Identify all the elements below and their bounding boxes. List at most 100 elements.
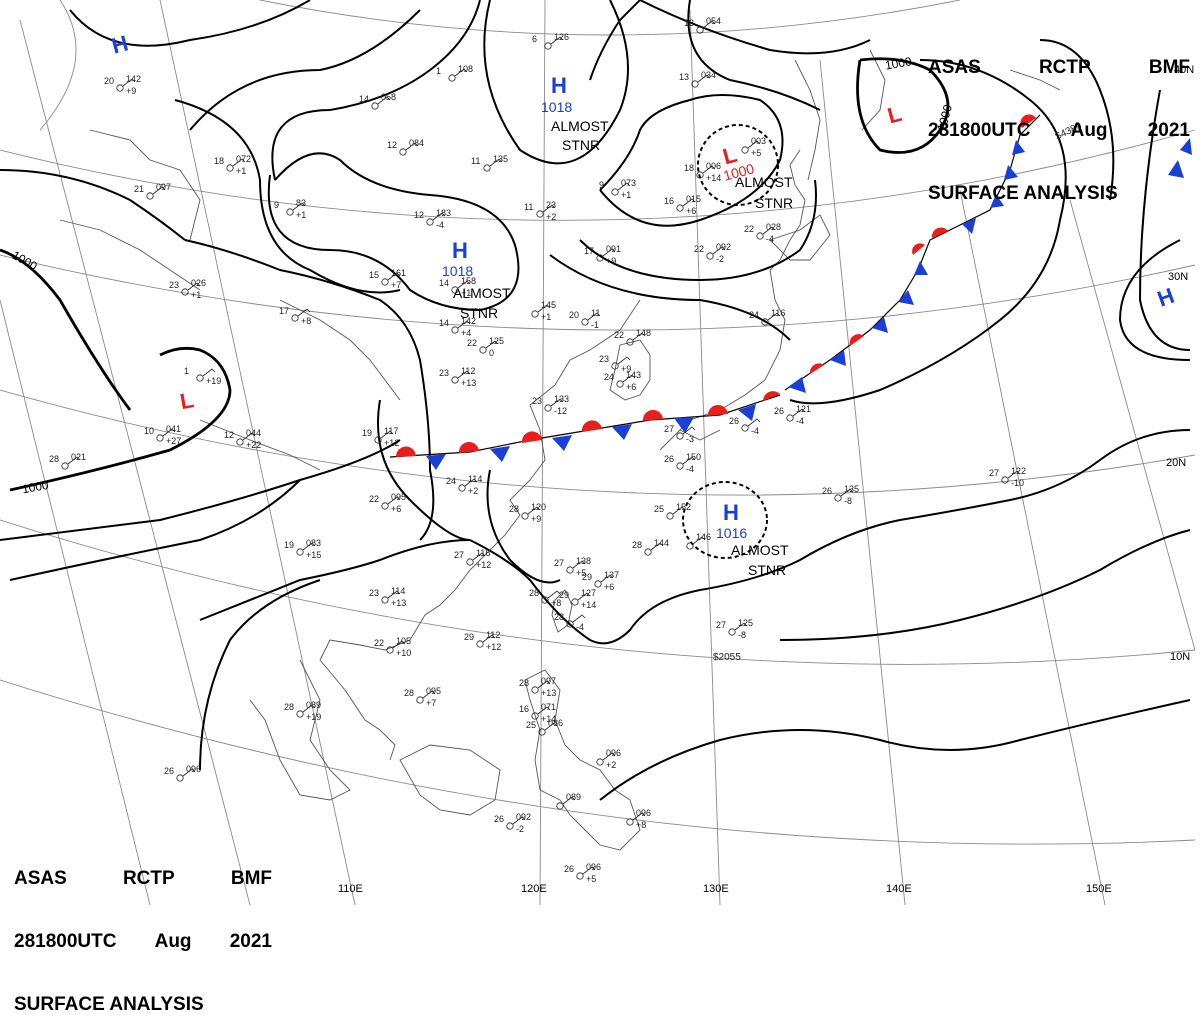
cold-front-triangle — [830, 350, 846, 366]
station-temperature: 20 — [104, 76, 114, 86]
isobar-18 — [9, 479, 301, 581]
station-temperature: 28 — [554, 612, 564, 622]
station-plot: 003+5 — [741, 136, 766, 158]
station-circle — [116, 84, 124, 92]
wind-barb — [302, 704, 316, 713]
station-circle — [371, 102, 379, 110]
isobar-label: 1000 — [935, 103, 956, 133]
station-temperature: 28 — [632, 540, 642, 550]
weather-map: H H 1018 ALMOST STNR H 1018 ALMOST STNR … — [0, 0, 1196, 906]
isobar-16 — [1138, 89, 1191, 351]
station-tendency: +7 — [426, 698, 436, 708]
station-pressure: 143 — [626, 370, 641, 380]
wind-barb — [472, 552, 486, 561]
wind-barb — [544, 722, 558, 731]
station-pressure: 11 — [591, 308, 600, 318]
station-circle — [566, 620, 574, 628]
station-plot: 23 133 -12 — [532, 394, 569, 416]
header-code-1: ASAS — [14, 868, 67, 889]
wind-barb — [482, 634, 496, 643]
station-pressure: 150 — [686, 452, 701, 462]
wind-barb — [747, 140, 761, 149]
station-pressure: 126 — [554, 32, 569, 42]
station-pressure: 158 — [461, 276, 476, 286]
station-plot: 13 034 — [679, 70, 716, 88]
station-circle — [386, 646, 394, 654]
parallel-50n — [39, 0, 77, 131]
station-plot: 24 143 +6 — [604, 370, 641, 392]
station-plot: 13 054 — [684, 16, 721, 34]
station-circle — [521, 512, 529, 520]
station-temperature: 22 — [369, 494, 379, 504]
isobar-5 — [0, 169, 186, 241]
station-tendency: -10 — [1011, 478, 1024, 488]
wind-barb — [1007, 470, 1021, 479]
station-circle — [594, 580, 602, 588]
meridian-150e — [959, 189, 1106, 906]
longitude-label: 140E — [886, 883, 912, 895]
pressure-note-line1: ALMOST — [453, 285, 511, 301]
station-tendency: +4 — [461, 328, 471, 338]
station-tendency: +19 — [306, 712, 321, 722]
station-circle — [196, 374, 204, 382]
station-plot: 28 +8 — [529, 588, 561, 608]
station-circle — [728, 628, 736, 636]
station-pressure: 021 — [71, 452, 86, 462]
station-pressure: 116 — [771, 308, 785, 318]
station-temperature: 20 — [569, 310, 579, 320]
station-pressure: 183 — [436, 208, 451, 218]
wind-barb — [582, 866, 596, 875]
isobar-27 — [1118, 239, 1191, 361]
frontal-system-east — [784, 114, 1192, 393]
station-plot: 12 183 -4 — [414, 208, 451, 230]
station-temperature: 28 — [284, 702, 294, 712]
station-plot: 27 122 -10 — [989, 466, 1026, 488]
station-circle — [381, 278, 389, 286]
station-circle — [696, 26, 704, 34]
station-plot: 26 096 +5 — [564, 862, 601, 884]
station-circle — [536, 210, 544, 218]
pressure-note-line1: ALMOST — [735, 174, 793, 190]
station-tendency: +10 — [396, 648, 411, 658]
station-circle — [374, 436, 382, 444]
wind-barb — [432, 212, 446, 221]
wind-barb — [650, 542, 664, 551]
wind-barb — [297, 308, 311, 317]
station-pressure: 028 — [766, 222, 781, 232]
coast-taiwan — [551, 589, 573, 633]
station-plot: 28 021 — [49, 452, 86, 470]
station-plot: 1 108 — [436, 64, 473, 82]
station-plot: 14 158 +1 — [439, 276, 476, 298]
station-tendency: +6 — [686, 206, 696, 216]
station-pressure: 125 — [738, 618, 753, 628]
cold-front-triangle — [490, 446, 510, 462]
wind-barb — [617, 182, 631, 191]
station-temperature: 19 — [362, 428, 372, 438]
station-circle — [531, 310, 539, 318]
station-circle — [506, 822, 514, 830]
station-plot: 22 105 +10 — [374, 636, 411, 658]
station-circle — [531, 712, 539, 720]
station-circle — [531, 686, 539, 694]
station-temperature: 12 — [224, 430, 234, 440]
station-circle — [596, 758, 604, 766]
station-circle — [741, 146, 749, 154]
station-temperature: 27 — [454, 550, 464, 560]
wind-barb — [512, 816, 526, 825]
station-pressure: 096 — [586, 862, 601, 872]
station-temperature: 19 — [284, 540, 294, 550]
longitude-label: 150E — [1086, 883, 1112, 895]
station-pressure: 121 — [796, 404, 811, 414]
station-circle — [596, 254, 604, 262]
coast-china — [319, 299, 641, 761]
station-pressure: 092 — [516, 812, 531, 822]
high-center-symbol: H — [723, 500, 739, 525]
wind-barb — [464, 478, 478, 487]
station-plot: 22 092 -2 — [694, 242, 731, 264]
station-tendency: +5 — [751, 148, 761, 158]
station-temperature: 10 — [144, 426, 154, 436]
station-plot: 23 114 +13 — [369, 586, 406, 608]
station-pressure: 122 — [1011, 466, 1026, 476]
station-circle — [466, 558, 474, 566]
